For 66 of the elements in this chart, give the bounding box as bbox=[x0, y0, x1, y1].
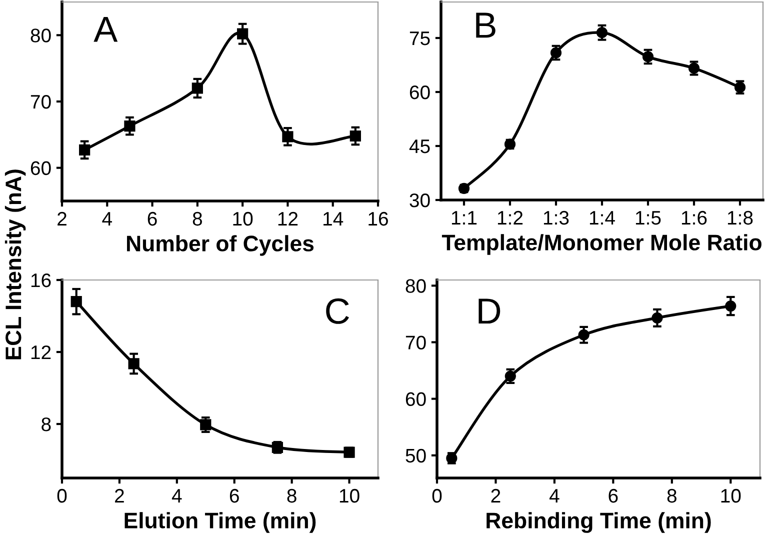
point bbox=[70, 296, 82, 308]
y-axis-title: ECL Intensity (nA) bbox=[4, 170, 26, 360]
x-tick-label: 12 bbox=[278, 212, 298, 226]
point bbox=[200, 419, 212, 430]
y-tick-label: 70 bbox=[406, 336, 426, 350]
x-tick-label: 1:1 bbox=[452, 211, 477, 225]
x-tick-label: 1:4 bbox=[590, 211, 615, 225]
x-tick-label: 8 bbox=[287, 488, 296, 503]
x-tick-label: 1:5 bbox=[636, 211, 661, 225]
x-tick-label: 6 bbox=[230, 488, 239, 503]
y-tick-label: 80 bbox=[30, 28, 51, 42]
point bbox=[642, 51, 654, 62]
y-tick-label: 12 bbox=[31, 345, 51, 360]
point bbox=[550, 47, 562, 58]
annotation: A bbox=[94, 16, 118, 42]
point bbox=[128, 358, 140, 370]
point bbox=[282, 131, 294, 142]
y-tick-label: 60 bbox=[30, 161, 51, 176]
x-tick-label: 0 bbox=[57, 488, 67, 503]
x-tick-label: 6 bbox=[608, 488, 618, 503]
y-tick-label: 80 bbox=[406, 279, 426, 293]
x-tick-label: 1:8 bbox=[728, 210, 753, 225]
y-tick-label: 70 bbox=[30, 94, 51, 109]
x-tick-label: 10 bbox=[721, 488, 741, 503]
x-tick-label: 0 bbox=[432, 488, 442, 503]
point bbox=[192, 82, 203, 94]
annotation: B bbox=[476, 12, 496, 38]
x-axis-title: Elution Time (min) bbox=[124, 512, 316, 533]
x-tick-label: 10 bbox=[233, 212, 253, 226]
x-tick-label: 4 bbox=[102, 212, 112, 226]
y-tick-label: 75 bbox=[410, 32, 430, 46]
x-tick-label: 10 bbox=[340, 488, 360, 503]
x-tick-label: 6 bbox=[148, 212, 157, 226]
y-tick-label: 60 bbox=[406, 392, 426, 406]
x-tick-label: 4 bbox=[172, 489, 182, 503]
x-tick-label: 1:3 bbox=[544, 210, 569, 225]
x-axis-title: Rebinding Time (min) bbox=[486, 512, 711, 533]
x-tick-label: 4 bbox=[549, 489, 560, 503]
y-tick-label: 60 bbox=[410, 85, 430, 100]
point bbox=[504, 370, 516, 382]
x-axis-title: Template/Monomer Mole Ratio bbox=[442, 234, 762, 255]
point bbox=[652, 312, 663, 324]
point bbox=[124, 120, 136, 132]
x-tick-label: 8 bbox=[192, 212, 202, 226]
point bbox=[596, 27, 608, 38]
x-tick-label: 2 bbox=[115, 488, 124, 503]
y-tick-label: 16 bbox=[31, 273, 51, 288]
y-tick-label: 30 bbox=[410, 193, 430, 208]
x-tick-label: 2 bbox=[491, 488, 500, 503]
x-tick-label: 16 bbox=[368, 212, 388, 226]
y-tick-label: 50 bbox=[406, 448, 426, 463]
x-tick-label: 1:2 bbox=[498, 210, 523, 225]
point bbox=[237, 28, 248, 40]
x-tick-label: 8 bbox=[667, 488, 676, 503]
point bbox=[725, 300, 736, 312]
x-tick-label: 2 bbox=[58, 212, 66, 226]
y-tick-label: 8 bbox=[42, 417, 51, 432]
annotation: D bbox=[478, 298, 500, 324]
x-tick-label: 14 bbox=[324, 212, 344, 226]
x-tick-label: 1:6 bbox=[682, 210, 707, 225]
point bbox=[578, 329, 590, 340]
y-tick-label: 45 bbox=[409, 140, 430, 154]
point bbox=[350, 130, 361, 142]
annotation: C bbox=[326, 298, 349, 324]
x-axis-title: Number of Cycles bbox=[127, 235, 314, 256]
point bbox=[79, 144, 90, 156]
